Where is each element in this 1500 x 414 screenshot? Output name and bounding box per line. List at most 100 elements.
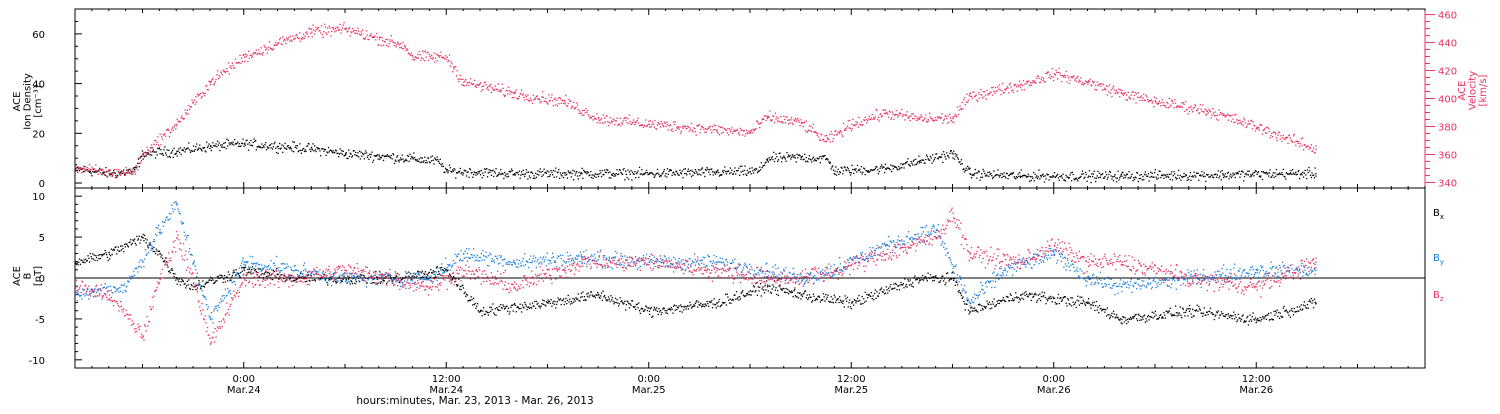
bx-point: [932, 280, 933, 281]
density-point: [506, 173, 507, 174]
density-point: [540, 168, 541, 169]
bx-point: [627, 301, 628, 302]
velocity-point: [1197, 110, 1198, 111]
velocity-point: [865, 117, 866, 118]
velocity-point: [1107, 94, 1108, 95]
velocity-point: [452, 71, 453, 72]
density-point: [630, 170, 631, 171]
density-point: [963, 168, 964, 169]
density-point: [790, 158, 791, 159]
velocity-point: [624, 117, 625, 118]
bx-point: [153, 247, 154, 248]
velocity-point: [994, 93, 995, 94]
velocity-point: [609, 122, 610, 123]
density-point: [1021, 169, 1022, 170]
velocity-point: [850, 128, 851, 129]
density-point: [877, 169, 878, 170]
x-tick-date-label: Mar.26: [1239, 385, 1273, 396]
density-point: [874, 169, 875, 170]
density-point: [797, 157, 798, 158]
density-point: [765, 162, 766, 163]
density-point: [1094, 171, 1095, 172]
velocity-point: [453, 67, 454, 68]
velocity-point: [430, 58, 431, 59]
velocity-point: [1297, 141, 1298, 142]
bx-point: [243, 268, 244, 269]
velocity-point: [334, 31, 335, 32]
bx-point: [529, 308, 530, 309]
density-point: [761, 162, 762, 163]
density-point: [1202, 174, 1203, 175]
density-point: [826, 158, 827, 159]
bx-point: [848, 302, 849, 303]
bx-point: [476, 306, 477, 307]
velocity-point: [1315, 152, 1316, 153]
bx-point: [705, 304, 706, 305]
bx-point: [1059, 303, 1060, 304]
density-point: [495, 173, 496, 174]
bx-point: [342, 281, 343, 282]
velocity-point: [479, 84, 480, 85]
velocity-point: [1227, 114, 1228, 115]
density-point: [578, 178, 579, 179]
velocity-point: [833, 138, 834, 139]
velocity-point: [498, 83, 499, 84]
density-point: [426, 160, 427, 161]
bx-point: [491, 307, 492, 308]
density-point: [979, 171, 980, 172]
velocity-point: [1128, 96, 1129, 97]
velocity-point: [746, 130, 747, 131]
velocity-point: [785, 122, 786, 123]
velocity-point: [375, 39, 376, 40]
density-point: [962, 163, 963, 164]
density-point: [423, 160, 424, 161]
velocity-point: [1290, 137, 1291, 138]
density-point: [494, 171, 495, 172]
velocity-point: [844, 130, 845, 131]
density-point: [810, 159, 811, 160]
velocity-point: [295, 38, 296, 39]
density-point: [537, 170, 538, 171]
density-point: [401, 159, 402, 160]
velocity-point: [917, 118, 918, 119]
velocity-point: [1268, 128, 1269, 129]
density-point: [274, 142, 275, 143]
density-point: [689, 173, 690, 174]
density-point: [1035, 174, 1036, 175]
velocity-point: [155, 140, 156, 141]
density-point: [1156, 179, 1157, 180]
bx-point: [540, 306, 541, 307]
velocity-point: [907, 111, 908, 112]
density-point: [1179, 177, 1180, 178]
density-point: [304, 151, 305, 152]
density-point: [479, 171, 480, 172]
density-point: [1154, 172, 1155, 173]
velocity-point: [893, 114, 894, 115]
bx-point: [266, 276, 267, 277]
density-point: [210, 146, 211, 147]
velocity-point: [451, 63, 452, 64]
bx-point: [122, 245, 123, 246]
velocity-point: [343, 25, 344, 26]
density-point: [876, 166, 877, 167]
density-point: [560, 172, 561, 173]
density-point: [292, 141, 293, 142]
bx-point: [125, 246, 126, 247]
density-point: [981, 173, 982, 174]
velocity-point: [634, 124, 635, 125]
velocity-point: [284, 40, 285, 41]
density-point: [1099, 173, 1100, 174]
velocity-point: [865, 119, 866, 120]
velocity-point: [1136, 93, 1137, 94]
density-point: [535, 173, 536, 174]
density-point: [1274, 172, 1275, 173]
density-point: [1223, 174, 1224, 175]
velocity-point: [626, 117, 627, 118]
density-point: [354, 154, 355, 155]
velocity-point: [704, 132, 705, 133]
density-point: [558, 169, 559, 170]
density-point: [91, 173, 92, 174]
density-point: [1251, 176, 1252, 177]
density-point: [229, 142, 230, 143]
density-point: [278, 148, 279, 149]
